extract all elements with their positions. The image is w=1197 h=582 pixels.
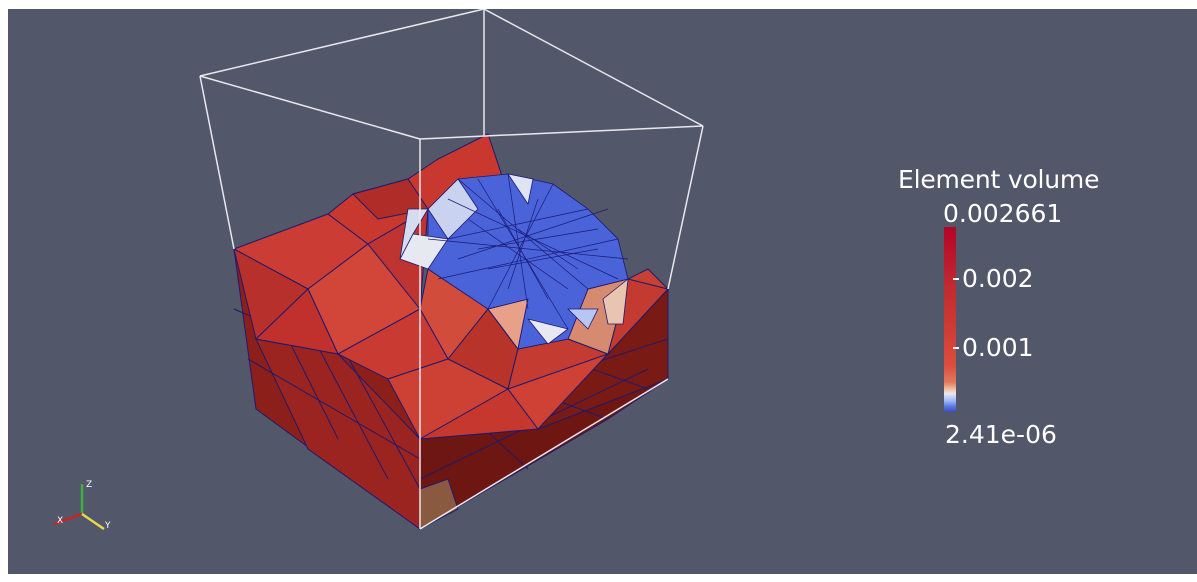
legend-min-label: 2.41e-06 — [945, 420, 1057, 449]
legend-max-label: 0.002661 — [943, 199, 1063, 228]
bounding-box-front — [199, 75, 704, 530]
y-axis-label: Y — [104, 521, 111, 531]
legend-tick-high — [953, 278, 959, 280]
color-scale-bar — [944, 227, 956, 412]
x-axis-line — [53, 512, 83, 526]
mesh-scene[interactable]: Z X Y — [8, 9, 1197, 574]
mesh-top-blue — [399, 173, 629, 350]
y-axis-line — [81, 512, 105, 531]
legend-mid-low-label: 0.001 — [962, 333, 1034, 362]
z-axis-label: Z — [86, 480, 92, 490]
axes-triad: Z X Y — [53, 480, 111, 531]
render-viewport[interactable]: Z X Y Element volume 0.002661 0.002 0.00… — [8, 9, 1197, 574]
x-axis-label: X — [57, 516, 63, 526]
legend-tick-low — [953, 347, 959, 349]
legend-title: Element volume — [898, 165, 1100, 194]
legend-mid-high-label: 0.002 — [962, 264, 1034, 293]
